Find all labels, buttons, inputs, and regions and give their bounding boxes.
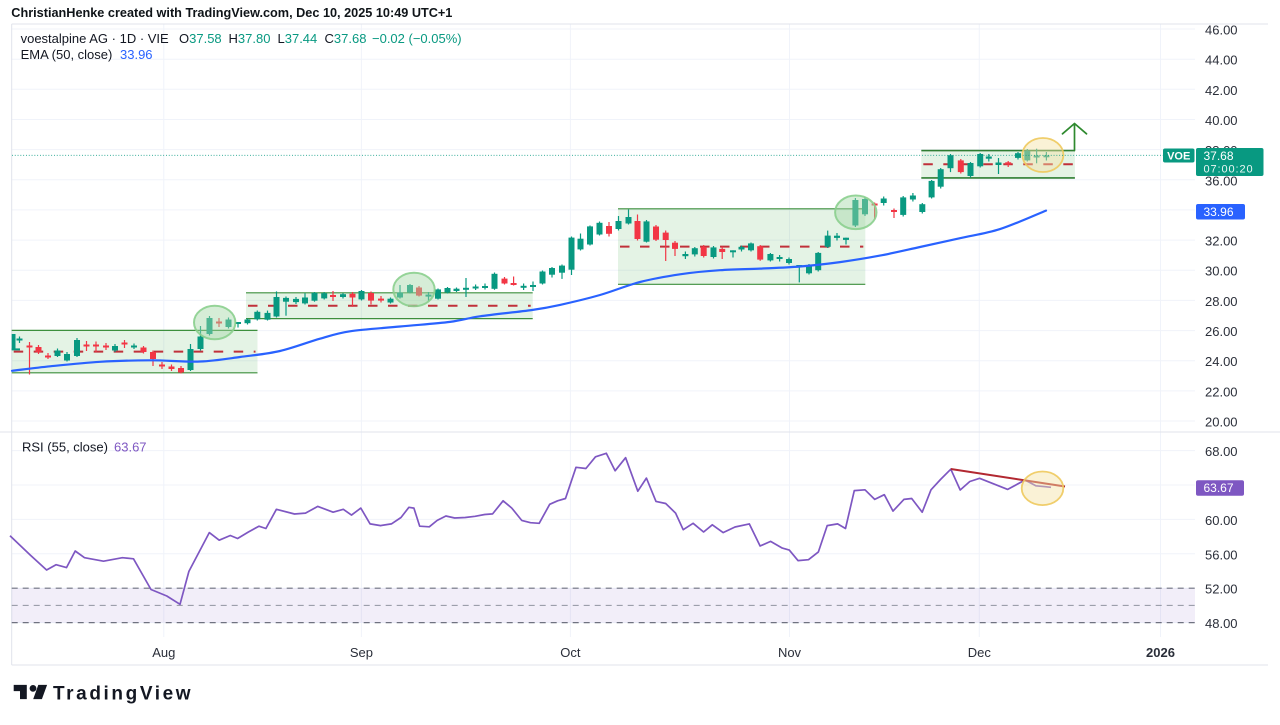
svg-text:32.00: 32.00 [1205,234,1238,249]
svg-text:68.00: 68.00 [1205,444,1238,459]
svg-text:Oct: Oct [560,645,581,660]
svg-text:33.96: 33.96 [120,47,153,62]
svg-text:C37.68: C37.68 [325,31,367,46]
svg-text:O37.58: O37.58 [179,31,222,46]
svg-text:Sep: Sep [350,645,373,660]
svg-text:RSI (55, close): RSI (55, close) [22,440,108,455]
svg-text:52.00: 52.00 [1205,582,1238,597]
svg-text:36.00: 36.00 [1205,173,1238,188]
svg-text:63.67: 63.67 [114,440,147,455]
svg-text:voestalpine AG · 1D · VIE: voestalpine AG · 1D · VIE [21,31,169,46]
svg-text:Nov: Nov [778,645,802,660]
svg-text:44.00: 44.00 [1205,53,1238,68]
svg-text:VOE: VOE [1167,151,1190,163]
svg-text:33.96: 33.96 [1204,205,1234,219]
svg-text:07:00:20: 07:00:20 [1204,163,1254,175]
svg-text:Dec: Dec [968,645,992,660]
svg-text:20.00: 20.00 [1205,415,1238,430]
svg-text:48.00: 48.00 [1205,616,1238,631]
svg-text:30.00: 30.00 [1205,264,1238,279]
svg-text:TradingView: TradingView [53,684,193,705]
svg-text:40.00: 40.00 [1205,113,1238,128]
svg-text:26.00: 26.00 [1205,324,1238,339]
svg-text:42.00: 42.00 [1205,83,1238,98]
svg-text:Aug: Aug [152,645,175,660]
svg-text:56.00: 56.00 [1205,547,1238,562]
svg-text:EMA (50, close): EMA (50, close) [21,47,113,62]
svg-text:24.00: 24.00 [1205,354,1238,369]
svg-text:2026: 2026 [1146,645,1175,660]
svg-text:22.00: 22.00 [1205,384,1238,399]
svg-text:H37.80: H37.80 [229,31,271,46]
svg-text:37.68: 37.68 [1204,149,1234,163]
svg-text:L37.44: L37.44 [278,31,318,46]
svg-text:−0.02 (−0.05%): −0.02 (−0.05%) [372,31,462,46]
svg-text:63.67: 63.67 [1204,481,1234,495]
svg-text:60.00: 60.00 [1205,513,1238,528]
svg-text:ChristianHenke created with Tr: ChristianHenke created with TradingView.… [11,6,452,20]
svg-text:46.00: 46.00 [1205,23,1238,38]
svg-text:28.00: 28.00 [1205,294,1238,309]
